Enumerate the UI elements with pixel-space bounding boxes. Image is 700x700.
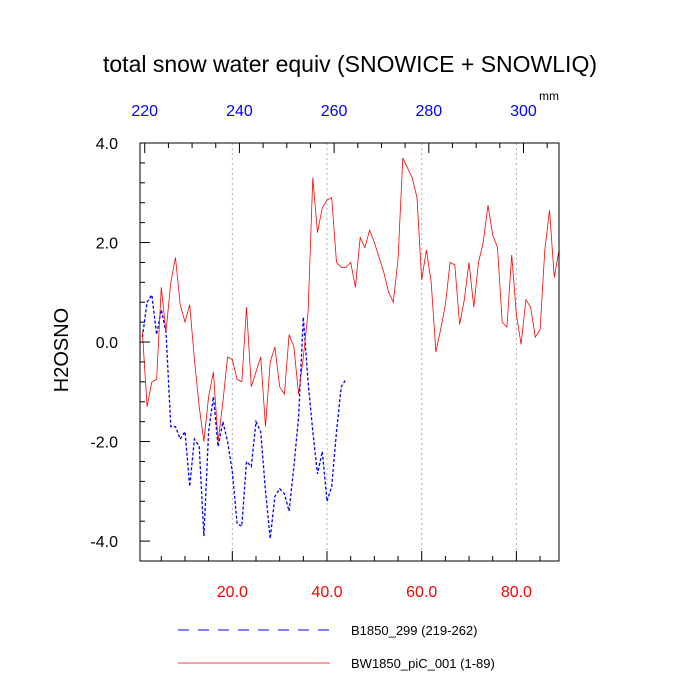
legend-label: B1850_299 (219-262): [351, 623, 478, 638]
x-tick-label: 20.0: [217, 584, 248, 601]
legend: B1850_299 (219-262) BW1850_piC_001 (1-89): [178, 623, 495, 671]
top-tick-label: 240: [226, 103, 253, 120]
top-tick-label: 280: [415, 103, 442, 120]
plot-frame: [139, 142, 560, 562]
y-axis-label: H2OSNO: [51, 308, 73, 392]
series-line: [142, 157, 560, 442]
top-tick-label: 300: [510, 103, 537, 120]
axis-ticks: [140, 142, 548, 562]
y-tick-label: 0.0: [96, 335, 118, 352]
y-tick-label: -2.0: [90, 435, 118, 452]
top-tick-label: 260: [321, 103, 348, 120]
tick-labels: 20.0 40.0 60.0 80.0 220 240 260 280 300 4.0 2.0 0.0…: [90, 103, 537, 601]
grid-lines: [231, 143, 517, 561]
x-tick-label: 80.0: [501, 584, 532, 601]
y-tick-label: 2.0: [96, 236, 118, 253]
x-tick-label: 40.0: [311, 584, 342, 601]
legend-label: BW1850_piC_001 (1-89): [351, 656, 495, 671]
units-label: mm: [539, 89, 559, 103]
chart-title: total snow water equiv (SNOWICE + SNOWLI…: [103, 51, 597, 77]
series-lines: [141, 157, 560, 539]
series-line: [141, 292, 347, 539]
y-tick-label: -4.0: [90, 534, 118, 551]
top-tick-label: 220: [131, 103, 158, 120]
y-tick-label: 4.0: [96, 136, 118, 153]
x-tick-label: 60.0: [406, 584, 437, 601]
